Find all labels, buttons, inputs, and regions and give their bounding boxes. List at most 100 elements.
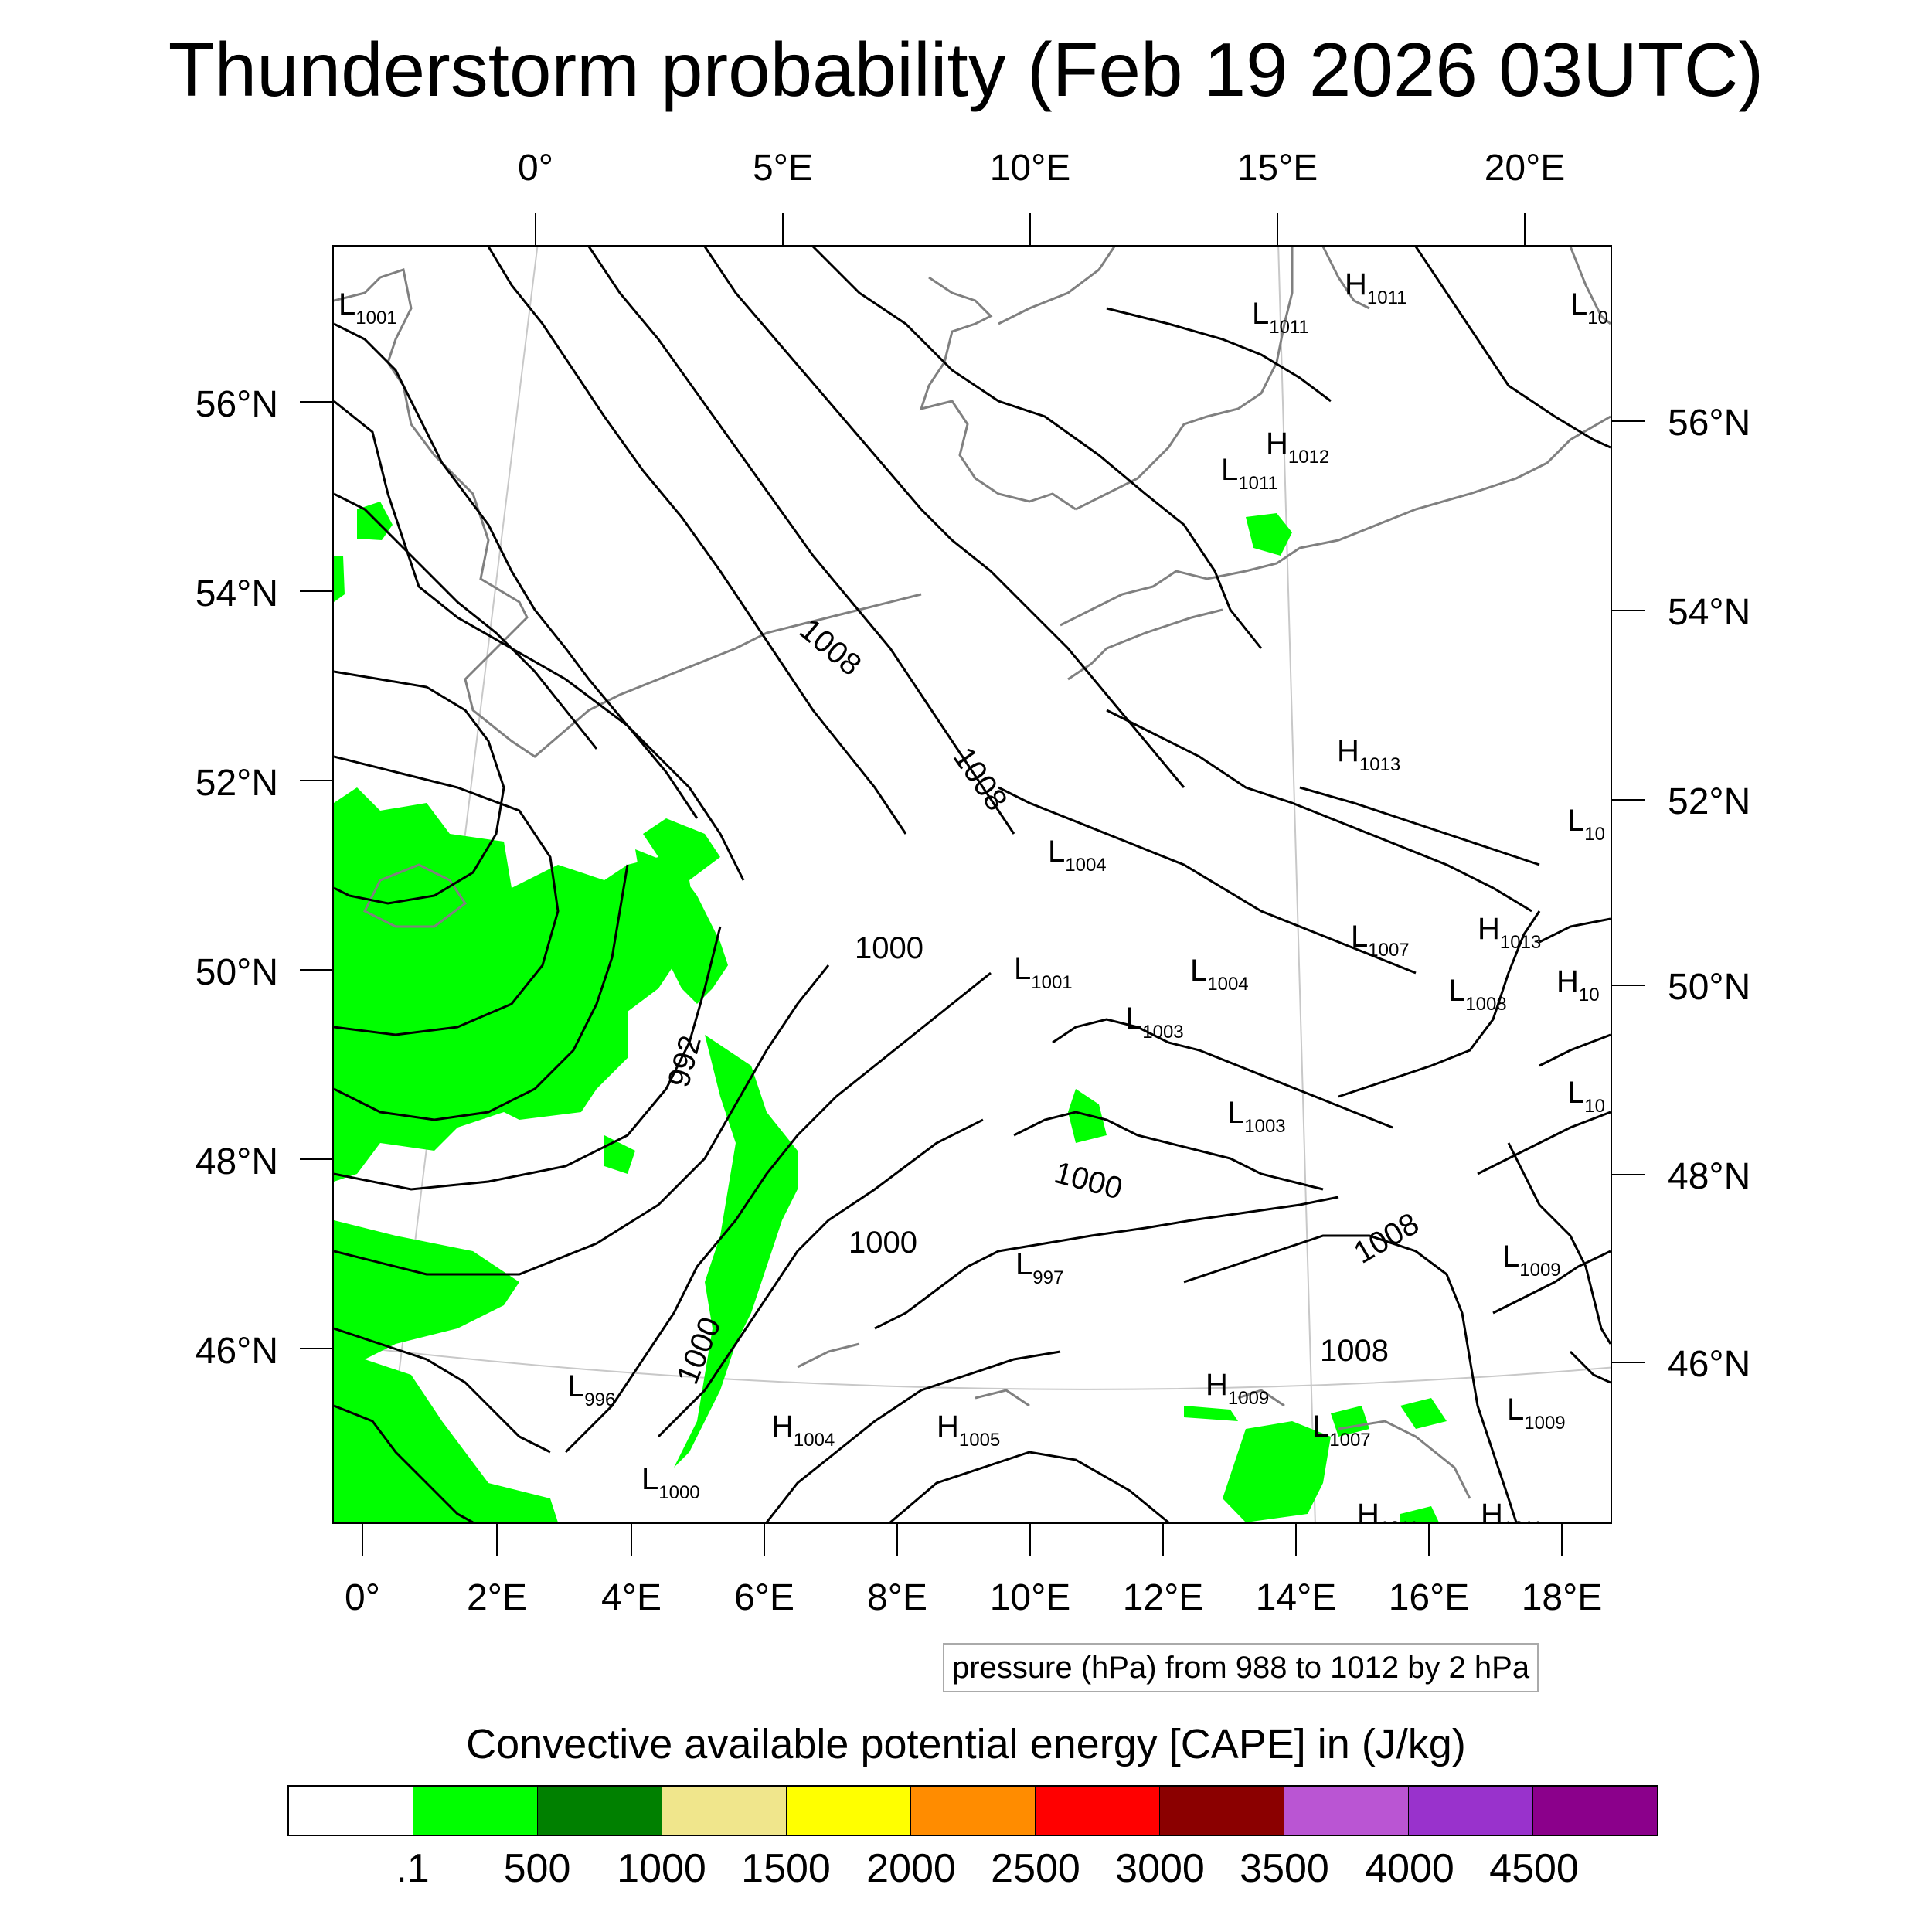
colorbar-label: 1000: [617, 1846, 706, 1891]
pressure-center: L1007: [1312, 1410, 1371, 1451]
colorbar-label: 1500: [741, 1846, 831, 1891]
map-frame: 1008 1008 1000 992 1000 1000 1000 1008 1…: [332, 245, 1612, 1524]
pressure-center: L1009: [1507, 1393, 1566, 1434]
colorbar-swatch: [289, 1787, 413, 1835]
colorbar-label: 2000: [866, 1846, 956, 1891]
top-tick: [1277, 213, 1278, 245]
colorbar-swatch: [1160, 1787, 1284, 1835]
isobar-label: 1000: [855, 931, 923, 965]
colorbar-title: Convective available potential energy [C…: [466, 1721, 1466, 1767]
pressure-center: L1009: [1502, 1240, 1561, 1281]
pressure-center: H1009: [1206, 1368, 1269, 1409]
pressure-center: L1011: [1252, 297, 1309, 338]
pressure-centers: L1001 L1011 H1011 L10 H1012 L1011 H1013 …: [338, 267, 1608, 1522]
bottom-lon-label: 14°E: [1255, 1577, 1337, 1618]
bottom-tick: [631, 1524, 632, 1556]
left-lat-label: 48°N: [195, 1141, 278, 1182]
pressure-center: H1011: [1345, 267, 1407, 308]
colorbar: [287, 1785, 1658, 1836]
cape-shading: [334, 502, 1447, 1522]
isobar-label: 1000: [849, 1226, 917, 1260]
left-lat-label: 50°N: [195, 952, 278, 993]
pressure-center: H1005: [937, 1410, 1000, 1451]
colorbar-swatch: [1284, 1787, 1409, 1835]
bottom-tick: [496, 1524, 498, 1556]
isobar-label: 1008: [1320, 1334, 1389, 1368]
colorbar-swatch: [787, 1787, 911, 1835]
bottom-lon-label: 12°E: [1122, 1577, 1204, 1618]
colorbar-swatch: [1036, 1787, 1160, 1835]
top-tick: [1524, 213, 1526, 245]
left-tick: [300, 401, 332, 403]
pressure-center: H1012: [1266, 427, 1329, 468]
coastlines: [334, 247, 1611, 1499]
bottom-lon-label: 0°: [345, 1577, 380, 1618]
colorbar-label: 3000: [1115, 1846, 1205, 1891]
colorbar-label: 4000: [1365, 1846, 1454, 1891]
right-tick: [1612, 420, 1645, 422]
right-tick: [1612, 610, 1645, 611]
pressure-center: L1011: [1221, 453, 1278, 494]
pressure-center: L10: [1567, 1076, 1605, 1117]
left-lat-label: 46°N: [195, 1331, 278, 1372]
colorbar-label: 4500: [1489, 1846, 1579, 1891]
bottom-tick: [362, 1524, 363, 1556]
colorbar-label: .1: [396, 1846, 430, 1891]
right-lat-label: 46°N: [1668, 1344, 1751, 1385]
pressure-center: L10: [1570, 287, 1608, 328]
colorbar-swatch: [911, 1787, 1036, 1835]
left-lat-label: 52°N: [195, 763, 278, 804]
pressure-center: L1004: [1048, 835, 1107, 876]
pressure-center: L1008: [1448, 974, 1507, 1015]
top-tick: [782, 213, 784, 245]
bottom-lon-label: 18°E: [1521, 1577, 1603, 1618]
left-tick: [300, 969, 332, 971]
colorbar-swatch: [413, 1787, 538, 1835]
top-tick: [535, 213, 536, 245]
isobar-label: 1008: [1349, 1206, 1425, 1270]
colorbar-swatch: [1409, 1787, 1533, 1835]
right-lat-label: 48°N: [1668, 1156, 1751, 1197]
top-lon-label: 0°: [518, 148, 553, 189]
colorbar-swatch: [538, 1787, 662, 1835]
pressure-center: H10: [1556, 964, 1600, 1005]
pressure-center: H1013: [1478, 912, 1541, 953]
pressure-center: L1001: [338, 287, 397, 328]
colorbar-label: 2500: [991, 1846, 1080, 1891]
colorbar-label: 3500: [1240, 1846, 1329, 1891]
top-lon-label: 20°E: [1484, 148, 1566, 189]
left-tick: [300, 1158, 332, 1160]
bottom-tick: [1029, 1524, 1031, 1556]
top-lon-label: 15°E: [1236, 148, 1318, 189]
bottom-tick: [764, 1524, 765, 1556]
bottom-lon-label: 2°E: [467, 1577, 527, 1618]
bottom-lon-label: 16°E: [1388, 1577, 1470, 1618]
bottom-lon-label: 6°E: [734, 1577, 794, 1618]
top-tick: [1029, 213, 1031, 245]
right-tick: [1612, 985, 1645, 986]
pressure-center: L997: [1015, 1247, 1063, 1288]
bottom-tick: [896, 1524, 898, 1556]
pressure-center: L1000: [641, 1462, 700, 1503]
pressure-center: L1007: [1351, 920, 1410, 961]
bottom-lon-label: 4°E: [601, 1577, 662, 1618]
pressure-center: L1003: [1227, 1096, 1286, 1137]
right-tick: [1612, 799, 1645, 801]
pressure-center: H1013: [1337, 734, 1400, 775]
pressure-center: L996: [567, 1369, 615, 1410]
pressure-center: L10: [1567, 804, 1605, 845]
pressure-center: H1004: [771, 1410, 835, 1451]
map-canvas: 1008 1008 1000 992 1000 1000 1000 1008 1…: [334, 247, 1611, 1522]
map-title: Thunderstorm probability (Feb 19 2026 03…: [168, 27, 1764, 112]
left-tick: [300, 1348, 332, 1349]
bottom-tick: [1428, 1524, 1430, 1556]
isobars: [334, 247, 1611, 1522]
bottom-tick: [1162, 1524, 1164, 1556]
isobar-label: 1008: [947, 741, 1014, 817]
left-lat-label: 54°N: [195, 573, 278, 614]
left-lat-label: 56°N: [195, 384, 278, 425]
colorbar-swatch: [662, 1787, 787, 1835]
pressure-center: H1011: [1357, 1498, 1420, 1522]
left-tick: [300, 780, 332, 781]
right-tick: [1612, 1174, 1645, 1175]
